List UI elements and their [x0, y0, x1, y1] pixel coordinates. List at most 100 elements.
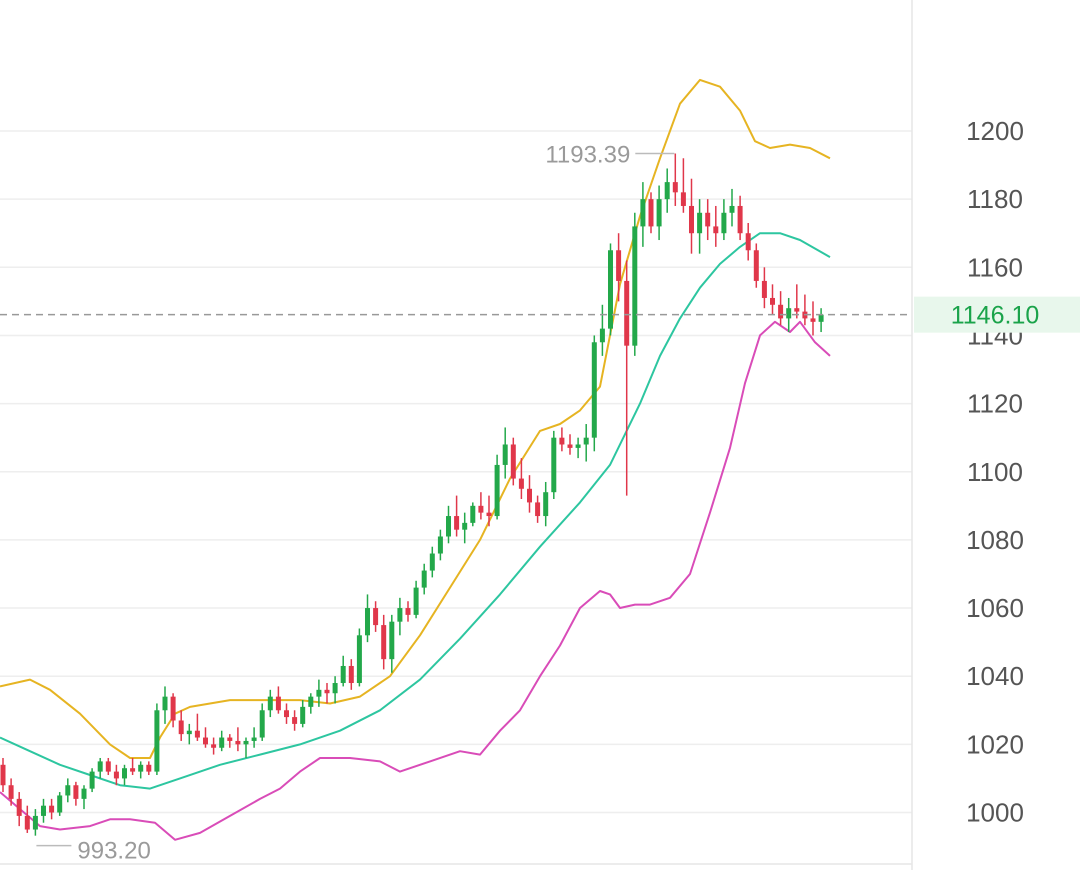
candle-body — [713, 226, 719, 234]
candle-body — [178, 720, 184, 735]
candle — [729, 188, 735, 227]
candle-body — [162, 696, 168, 711]
candles — [0, 153, 824, 836]
candle-body — [348, 665, 354, 684]
candle-body — [186, 730, 192, 735]
candle — [49, 798, 55, 820]
y-tick-label: 1120 — [967, 389, 1023, 419]
candle — [446, 505, 451, 544]
candle-body — [113, 771, 119, 779]
candle — [421, 563, 427, 595]
candle — [259, 703, 265, 741]
candle-body — [575, 444, 581, 448]
y-tick-label: 1020 — [966, 729, 1024, 759]
candle — [575, 437, 581, 459]
candle-body — [308, 696, 314, 707]
candle-body — [405, 608, 411, 615]
candle — [437, 529, 443, 561]
candle — [32, 809, 38, 836]
candle-body — [421, 570, 427, 588]
y-tick-label: 1200 — [966, 116, 1024, 146]
candle-body — [591, 342, 597, 438]
candle-body — [437, 536, 443, 554]
candle — [356, 628, 362, 687]
candle-body — [105, 761, 111, 772]
candle-body — [770, 297, 775, 305]
low-annotation-label: 993.20 — [77, 838, 150, 865]
candle — [138, 761, 144, 779]
candle — [340, 655, 346, 687]
candle — [462, 512, 468, 544]
candle-body — [689, 205, 694, 234]
candle-body — [211, 744, 217, 748]
candle-body — [81, 788, 87, 799]
candle — [73, 781, 79, 806]
candle-body — [543, 492, 549, 517]
candle — [65, 778, 71, 803]
candle-body — [146, 764, 152, 772]
y-tick-label: 1040 — [966, 661, 1024, 691]
candle — [186, 723, 192, 745]
candle-body — [235, 740, 241, 745]
y-tick-label: 1180 — [967, 184, 1023, 214]
candle — [413, 580, 419, 619]
bollinger-bands — [0, 78, 831, 841]
candle-body — [381, 625, 387, 660]
candle-body — [616, 250, 622, 281]
candle-body — [397, 608, 403, 622]
candle-body — [478, 505, 484, 513]
candle-body — [57, 795, 63, 813]
candle-body — [664, 182, 670, 200]
candle-body — [640, 199, 646, 227]
grid-lines — [0, 130, 912, 814]
candle — [551, 430, 557, 500]
candle-body — [632, 226, 638, 346]
candle — [211, 737, 217, 755]
candle — [616, 233, 622, 302]
candle — [57, 792, 63, 816]
candle — [16, 792, 22, 827]
candle — [373, 601, 379, 632]
candle-body — [65, 785, 71, 796]
candle-body — [32, 815, 38, 830]
candle — [332, 676, 338, 704]
candle — [543, 481, 549, 527]
candle-body — [486, 512, 492, 517]
candle — [316, 679, 322, 707]
candle-body — [89, 771, 95, 789]
candle-body — [332, 683, 338, 694]
candle — [510, 437, 516, 486]
candle-body — [535, 502, 541, 517]
candle — [794, 284, 800, 319]
candle — [478, 492, 484, 520]
candle — [251, 727, 257, 748]
candle-body — [8, 785, 14, 799]
candle — [203, 727, 208, 748]
candle — [608, 243, 613, 336]
high-annotation-label: 1193.39 — [545, 142, 630, 169]
candle-body — [778, 304, 784, 319]
candle-body — [737, 205, 743, 234]
candle — [810, 301, 816, 336]
candle-body — [49, 805, 55, 813]
candle — [113, 764, 119, 786]
candle-body — [454, 516, 460, 530]
candle-body — [227, 737, 233, 741]
candle-body — [292, 717, 298, 724]
candle-body — [300, 706, 306, 724]
candle — [429, 546, 435, 578]
candle — [389, 614, 395, 673]
candle — [8, 778, 14, 806]
y-tick-label: 1100 — [967, 457, 1023, 487]
candle-body — [697, 212, 703, 234]
candle — [535, 495, 541, 523]
candle-body — [794, 308, 800, 312]
candle — [365, 594, 370, 643]
candle — [818, 308, 824, 333]
candle — [24, 805, 30, 833]
candle — [753, 243, 759, 288]
lower-band-line — [0, 320, 831, 841]
candle-body — [502, 444, 508, 465]
candle — [397, 597, 403, 636]
